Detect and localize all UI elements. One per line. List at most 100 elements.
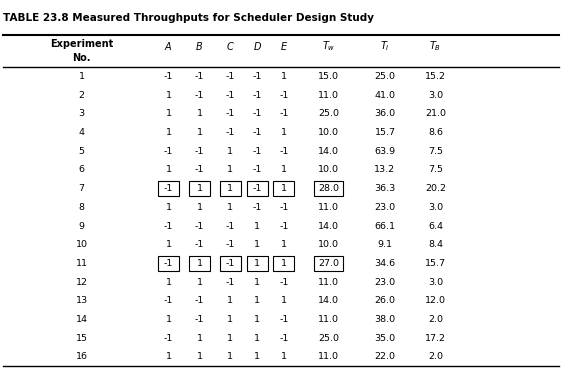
Text: 14.0: 14.0 [318, 222, 339, 231]
Text: 1: 1 [255, 278, 260, 287]
Text: 1: 1 [255, 222, 260, 231]
Text: 2: 2 [79, 91, 84, 100]
Text: 16: 16 [75, 352, 88, 361]
Text: 11.0: 11.0 [318, 203, 339, 212]
Text: 2.0: 2.0 [428, 315, 443, 324]
Text: 1: 1 [197, 352, 202, 361]
Text: 1: 1 [228, 147, 233, 156]
Text: 25.0: 25.0 [318, 109, 339, 118]
Text: -1: -1 [226, 72, 235, 81]
Text: 15: 15 [75, 334, 88, 343]
Text: 11.0: 11.0 [318, 352, 339, 361]
Text: 15.0: 15.0 [318, 72, 339, 81]
Text: 1: 1 [197, 334, 202, 343]
Text: $T_B$: $T_B$ [429, 39, 442, 53]
Text: 63.9: 63.9 [374, 147, 396, 156]
Text: $A$: $A$ [164, 40, 173, 52]
Text: -1: -1 [164, 184, 173, 193]
Text: 10.0: 10.0 [318, 240, 339, 249]
Text: 1: 1 [197, 109, 202, 118]
Text: 2.0: 2.0 [428, 352, 443, 361]
Text: 6: 6 [79, 166, 84, 175]
Text: 1: 1 [197, 184, 202, 193]
Text: 1: 1 [197, 128, 202, 137]
Text: 14.0: 14.0 [318, 147, 339, 156]
Text: 15.2: 15.2 [425, 72, 446, 81]
Text: 1: 1 [166, 240, 171, 249]
Text: 38.0: 38.0 [374, 315, 396, 324]
Text: 1: 1 [166, 109, 171, 118]
Text: 8.4: 8.4 [428, 240, 443, 249]
Text: 1: 1 [281, 352, 287, 361]
Text: -1: -1 [226, 109, 235, 118]
Text: 23.0: 23.0 [374, 278, 396, 287]
Text: 36.0: 36.0 [374, 109, 396, 118]
Text: 1: 1 [197, 259, 202, 268]
Text: 1: 1 [255, 334, 260, 343]
Text: -1: -1 [195, 296, 204, 305]
Text: 66.1: 66.1 [374, 222, 396, 231]
Text: -1: -1 [164, 222, 173, 231]
Text: -1: -1 [226, 240, 235, 249]
Text: -1: -1 [253, 128, 262, 137]
Text: 1: 1 [166, 128, 171, 137]
Text: 7.5: 7.5 [428, 166, 443, 175]
Text: $D$: $D$ [253, 40, 262, 52]
Text: 1: 1 [281, 166, 287, 175]
Text: -1: -1 [253, 203, 262, 212]
Text: 1: 1 [281, 184, 287, 193]
Text: 1: 1 [228, 352, 233, 361]
Text: 4: 4 [79, 128, 84, 137]
Text: 1: 1 [255, 352, 260, 361]
Text: $T_w$: $T_w$ [322, 39, 336, 53]
Text: 8: 8 [79, 203, 84, 212]
Text: 11.0: 11.0 [318, 278, 339, 287]
Text: 3.0: 3.0 [428, 278, 443, 287]
Text: -1: -1 [164, 72, 173, 81]
Text: 13.2: 13.2 [374, 166, 396, 175]
Text: 10: 10 [75, 240, 88, 249]
Text: 11: 11 [75, 259, 88, 268]
Text: -1: -1 [226, 259, 235, 268]
Text: 7: 7 [79, 184, 84, 193]
Text: 34.6: 34.6 [374, 259, 396, 268]
Text: -1: -1 [164, 296, 173, 305]
Text: 1: 1 [281, 296, 287, 305]
Text: 1: 1 [166, 91, 171, 100]
Text: 1: 1 [255, 240, 260, 249]
Text: 27.0: 27.0 [318, 259, 339, 268]
Text: 10.0: 10.0 [318, 166, 339, 175]
Text: -1: -1 [279, 278, 288, 287]
Text: 1: 1 [197, 278, 202, 287]
Text: -1: -1 [226, 222, 235, 231]
Text: 13: 13 [75, 296, 88, 305]
Text: 23.0: 23.0 [374, 203, 396, 212]
Text: 28.0: 28.0 [318, 184, 339, 193]
Text: -1: -1 [195, 240, 204, 249]
Text: 5: 5 [79, 147, 84, 156]
Text: -1: -1 [253, 91, 262, 100]
Text: 1: 1 [79, 72, 84, 81]
Text: -1: -1 [279, 147, 288, 156]
Text: 3: 3 [79, 109, 84, 118]
Text: 35.0: 35.0 [374, 334, 396, 343]
Text: 41.0: 41.0 [374, 91, 396, 100]
Text: 12: 12 [75, 278, 88, 287]
Text: -1: -1 [253, 147, 262, 156]
Text: 14: 14 [75, 315, 88, 324]
Text: 1: 1 [166, 315, 171, 324]
Text: -1: -1 [279, 203, 288, 212]
Text: -1: -1 [195, 222, 204, 231]
Text: 15.7: 15.7 [425, 259, 446, 268]
Text: 1: 1 [228, 184, 233, 193]
Text: 11.0: 11.0 [318, 91, 339, 100]
Text: -1: -1 [279, 315, 288, 324]
Text: -1: -1 [279, 109, 288, 118]
Text: 17.2: 17.2 [425, 334, 446, 343]
Text: 36.3: 36.3 [374, 184, 396, 193]
Text: No.: No. [72, 53, 90, 63]
Text: 6.4: 6.4 [428, 222, 443, 231]
Text: 20.2: 20.2 [425, 184, 446, 193]
Text: 3.0: 3.0 [428, 91, 443, 100]
Text: 15.7: 15.7 [374, 128, 396, 137]
